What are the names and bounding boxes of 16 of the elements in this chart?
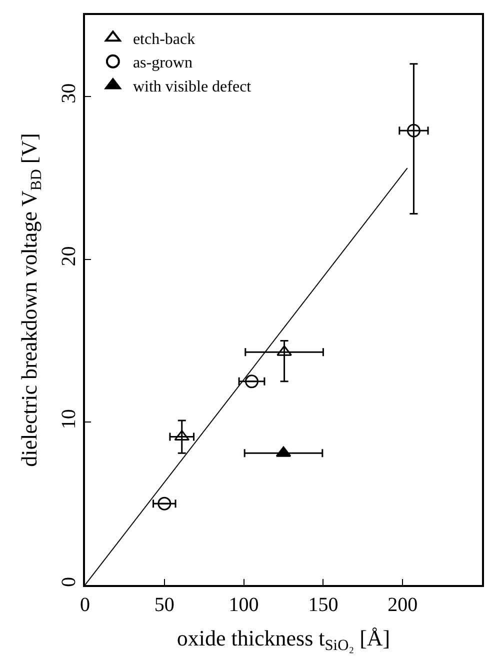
y-tick-label: 30 [58,83,80,104]
point [158,496,172,510]
y-tick-label: 20 [58,246,80,266]
x-tick-label: 150 [308,594,338,616]
x-tick-label: 50 [154,594,174,616]
legend-label: as-grown [132,54,192,72]
x-tick-label: 100 [228,594,259,616]
point [406,124,420,138]
point [276,345,292,356]
legend-label: with visible defect [132,78,252,96]
y-tick-label: 0 [58,577,80,587]
legend-label: etch-back [132,30,196,48]
x-axis-title: oxide thickness t$_{SiO₂}$ [Å] [176,625,390,654]
y-tick-label: 10 [58,409,80,430]
point [244,374,258,388]
x-tick-label: 200 [388,594,418,616]
